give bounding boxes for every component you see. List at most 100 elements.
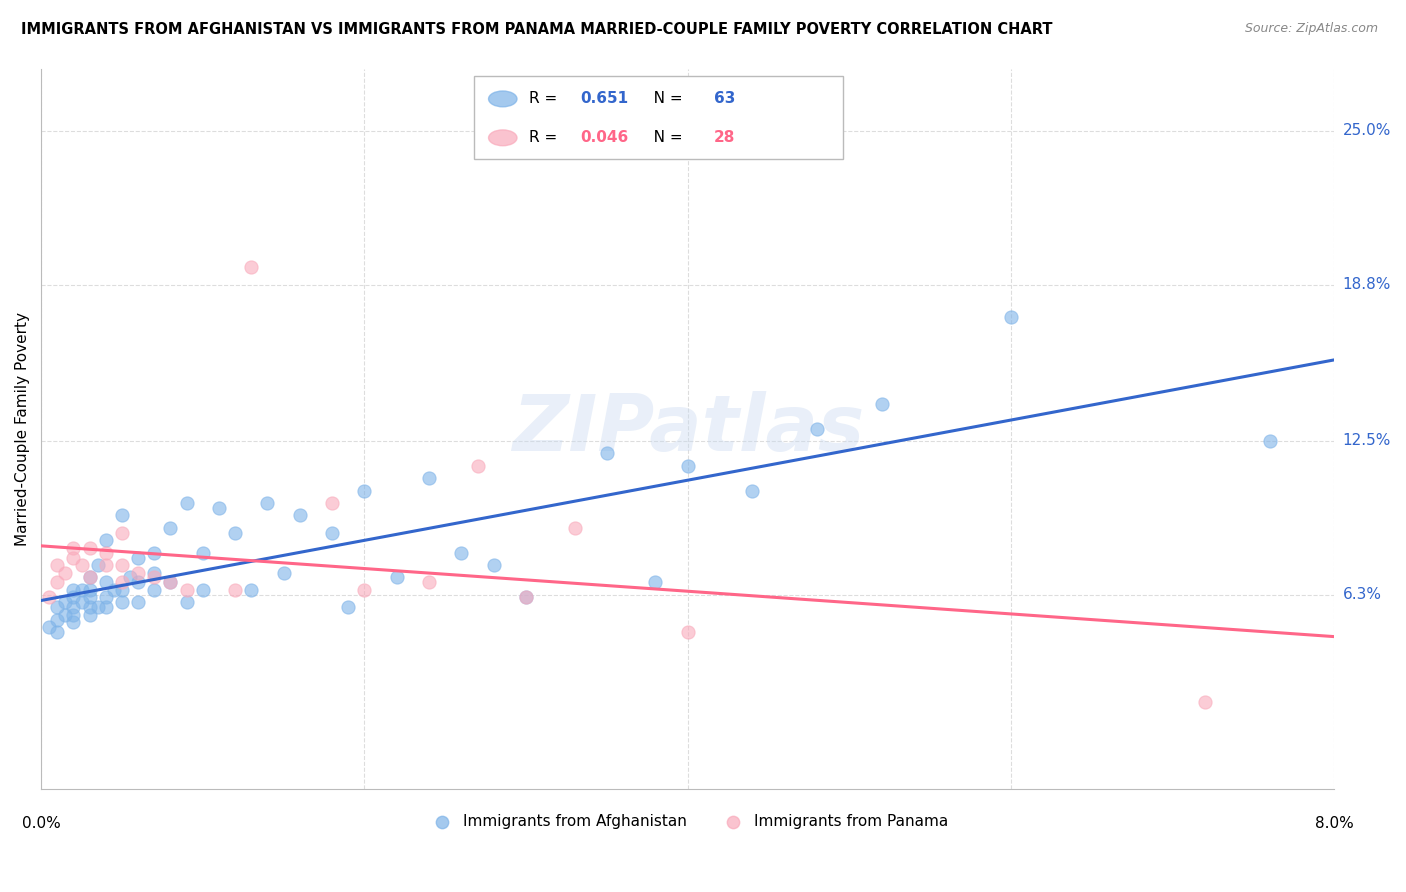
Point (353, 582, 375, 597)
Point (53, 607, 76, 622)
Point (94, 546, 117, 560)
Point (1000, 310, 1022, 324)
Point (111, 575, 134, 590)
Text: 0.0%: 0.0% (21, 816, 60, 831)
Point (676, 625, 699, 640)
Point (86, 558, 108, 572)
Point (62, 600, 84, 615)
Text: Source: ZipAtlas.com: Source: ZipAtlas.com (1244, 22, 1378, 36)
Point (86, 600, 108, 615)
Point (127, 550, 149, 565)
Point (467, 458, 489, 473)
Text: IMMIGRANTS FROM AFGHANISTAN VS IMMIGRANTS FROM PANAMA MARRIED-COUPLE FAMILY POVE: IMMIGRANTS FROM AFGHANISTAN VS IMMIGRANT… (21, 22, 1053, 37)
Point (143, 570, 166, 584)
Text: 0.651: 0.651 (581, 91, 628, 106)
Point (46, 625, 69, 640)
Point (450, 546, 472, 560)
Point (70, 582, 93, 597)
Text: ZIPatlas: ZIPatlas (512, 391, 863, 467)
Text: N =: N = (638, 130, 688, 145)
Point (46, 600, 69, 615)
Point (62, 582, 84, 597)
Text: R =: R = (529, 130, 562, 145)
Point (240, 582, 263, 597)
Point (62, 591, 84, 605)
Point (94, 591, 117, 605)
Y-axis label: Married-Couple Family Poverty: Married-Couple Family Poverty (15, 311, 30, 546)
Point (111, 582, 134, 597)
Point (70, 595, 93, 609)
FancyBboxPatch shape (474, 76, 842, 159)
Point (127, 575, 149, 590)
Point (353, 483, 375, 498)
Point (256, 496, 278, 510)
Point (224, 525, 246, 540)
Point (46, 558, 69, 572)
Circle shape (488, 130, 517, 145)
Point (208, 500, 231, 515)
Point (79, 591, 101, 605)
Point (515, 591, 537, 605)
Point (111, 525, 134, 540)
Point (191, 582, 214, 597)
Point (46, 575, 69, 590)
Point (273, 566, 295, 580)
Point (321, 525, 343, 540)
Text: 8.0%: 8.0% (1315, 816, 1354, 831)
Point (94, 558, 117, 572)
Text: 25.0%: 25.0% (1343, 123, 1391, 138)
Point (191, 546, 214, 560)
Point (159, 575, 181, 590)
Point (741, 483, 763, 498)
Point (94, 600, 117, 615)
Text: R =: R = (529, 91, 562, 106)
Point (385, 570, 408, 584)
Point (1258, 434, 1281, 448)
Point (118, 570, 141, 584)
Point (288, 508, 311, 523)
Text: 63: 63 (714, 91, 735, 106)
Point (418, 575, 440, 590)
Point (79, 582, 101, 597)
Point (676, 458, 699, 473)
Text: N =: N = (638, 91, 688, 106)
Point (337, 600, 360, 615)
Point (94, 575, 117, 590)
Point (176, 496, 198, 510)
Point (224, 582, 246, 597)
Point (806, 421, 828, 435)
Text: 12.5%: 12.5% (1343, 434, 1391, 449)
Point (111, 558, 134, 572)
Point (127, 566, 149, 580)
Point (111, 595, 134, 609)
Point (62, 541, 84, 555)
Point (79, 570, 101, 584)
Point (564, 521, 586, 535)
Point (482, 558, 505, 572)
Point (53, 566, 76, 580)
Point (53, 595, 76, 609)
Text: 28: 28 (714, 130, 735, 145)
Point (644, 575, 666, 590)
Point (176, 595, 198, 609)
Point (143, 582, 166, 597)
Point (321, 496, 343, 510)
Text: 6.3%: 6.3% (1343, 587, 1382, 602)
Point (127, 595, 149, 609)
Text: 18.8%: 18.8% (1343, 277, 1391, 292)
Point (176, 582, 198, 597)
Point (70, 558, 93, 572)
Point (1194, 695, 1216, 709)
Point (596, 446, 619, 460)
Point (418, 471, 440, 485)
Circle shape (488, 91, 517, 107)
Point (38, 620, 60, 634)
Text: 0.046: 0.046 (581, 130, 628, 145)
Point (143, 546, 166, 560)
Point (159, 521, 181, 535)
Point (62, 615, 84, 630)
Point (870, 397, 893, 411)
Point (79, 607, 101, 622)
Point (143, 566, 166, 580)
Point (79, 541, 101, 555)
